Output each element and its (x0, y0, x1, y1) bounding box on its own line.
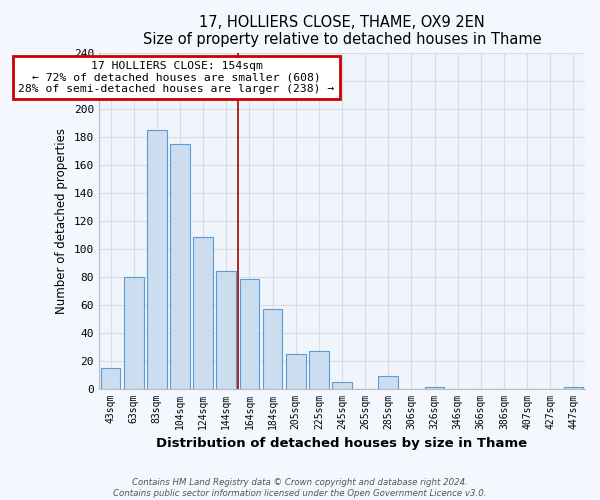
Bar (332, 382, 352, 388)
Bar (286, 354, 305, 388)
Title: 17, HOLLIERS CLOSE, THAME, OX9 2EN
Size of property relative to detached houses : 17, HOLLIERS CLOSE, THAME, OX9 2EN Size … (143, 15, 541, 48)
Bar (124, 276, 143, 388)
Bar (563, 387, 583, 388)
Text: Contains HM Land Registry data © Crown copyright and database right 2024.
Contai: Contains HM Land Registry data © Crown c… (113, 478, 487, 498)
Bar (193, 238, 213, 388)
Bar (309, 351, 329, 389)
Text: 17 HOLLIERS CLOSE: 154sqm
← 72% of detached houses are smaller (608)
28% of semi: 17 HOLLIERS CLOSE: 154sqm ← 72% of detac… (19, 61, 335, 94)
Bar (101, 368, 121, 388)
Bar (379, 376, 398, 388)
Bar (170, 144, 190, 388)
Bar (425, 387, 445, 388)
X-axis label: Distribution of detached houses by size in Thame: Distribution of detached houses by size … (157, 437, 527, 450)
Bar (147, 130, 167, 388)
Bar (263, 309, 283, 388)
Y-axis label: Number of detached properties: Number of detached properties (55, 128, 68, 314)
Bar (217, 271, 236, 388)
Bar (239, 280, 259, 388)
